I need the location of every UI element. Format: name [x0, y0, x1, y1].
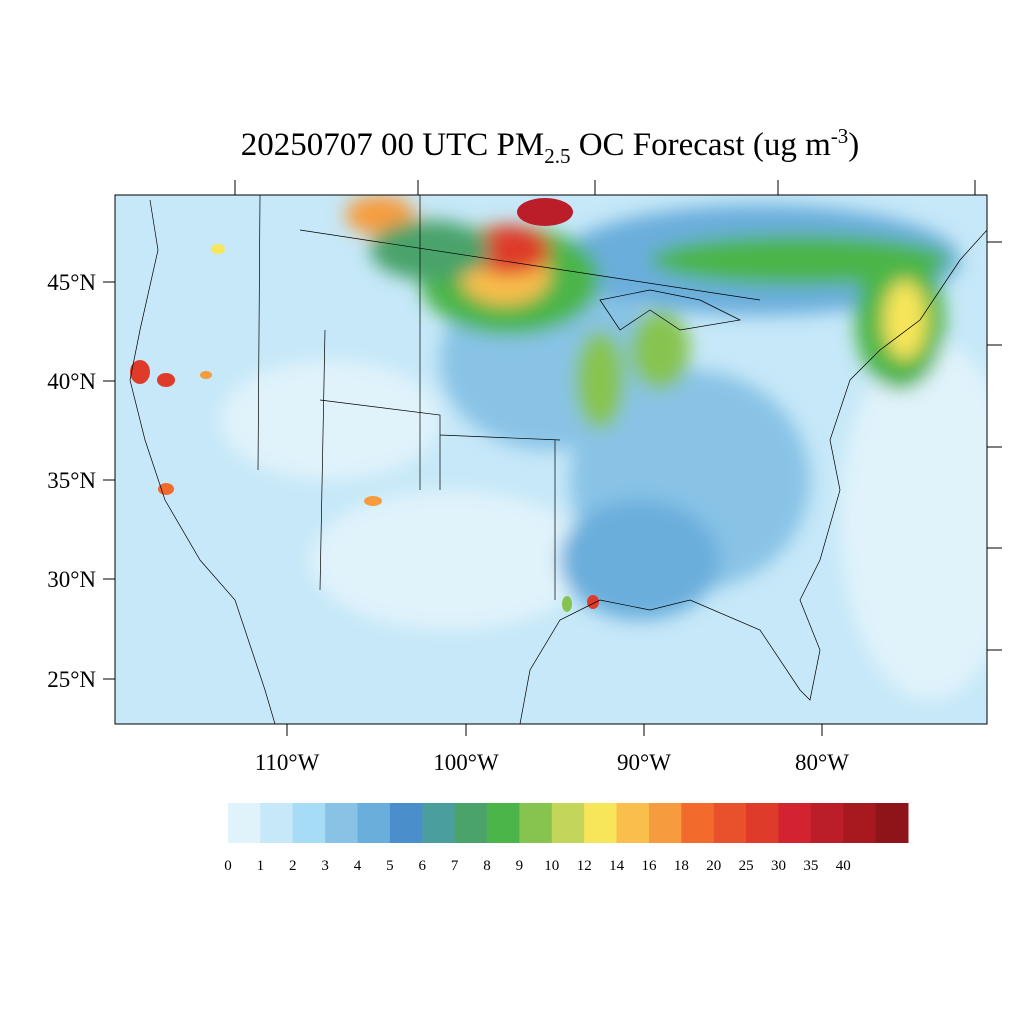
colorbar-swatch	[616, 803, 650, 843]
colorbar-label: 10	[544, 858, 559, 874]
title: 20250707 00 UTC PM2.5 OC Forecast (ug m-…	[241, 124, 860, 168]
title-rest: OC Forecast (ug m	[570, 127, 831, 163]
title-subscript: 2.5	[544, 144, 570, 168]
colorbar-swatch	[713, 803, 747, 843]
colorbar-label: 14	[609, 858, 625, 874]
colorbar-label: 18	[674, 858, 689, 874]
title-superscript: -3	[831, 124, 849, 148]
colorbar-swatch	[422, 803, 456, 843]
colorbar-swatch	[228, 803, 261, 843]
colorbar-swatch	[648, 803, 682, 843]
colorbar-label: 6	[419, 858, 427, 874]
colorbar-label: 1	[257, 858, 265, 874]
colorbar-swatch	[584, 803, 618, 843]
latitude-label: 45°N	[47, 270, 96, 295]
colorbar-swatch	[810, 803, 844, 843]
colorbar-swatch	[746, 803, 779, 843]
latitude-label: 30°N	[47, 567, 96, 592]
colorbar-label: 5	[386, 858, 394, 874]
colorbar-swatch	[389, 803, 423, 843]
colorbar-label: 3	[321, 858, 329, 874]
colorbar-swatch	[551, 803, 585, 843]
colorbar-label: 7	[451, 858, 459, 874]
map-field	[115, 195, 987, 724]
colorbar-swatch	[292, 803, 326, 843]
latitude-label: 40°N	[47, 369, 96, 394]
colorbar-label: 20	[706, 858, 721, 874]
colorbar-swatch	[454, 803, 488, 843]
latitude-label: 25°N	[47, 667, 96, 692]
colorbar-label: 8	[483, 858, 491, 874]
colorbar-swatch	[519, 803, 553, 843]
colorbar-label: 12	[577, 858, 592, 874]
colorbar-swatch	[875, 803, 909, 843]
longitude-label: 80°W	[795, 750, 849, 775]
latitude-label: 35°N	[47, 468, 96, 493]
colorbar-label: 35	[803, 858, 818, 874]
colorbar-swatch	[357, 803, 391, 843]
map-frame	[114, 194, 988, 725]
colorbar-swatch	[778, 803, 812, 843]
longitude-label: 100°W	[433, 750, 499, 775]
title-main: 20250707 00 UTC PM	[241, 127, 544, 163]
colorbar-label: 4	[354, 858, 362, 874]
colorbar-label: 16	[641, 858, 657, 874]
longitude-label: 110°W	[255, 750, 320, 775]
colorbar-label: 40	[836, 858, 851, 874]
colorbar-label: 9	[516, 858, 524, 874]
colorbar-label: 25	[739, 858, 754, 874]
colorbar-swatch	[325, 803, 359, 843]
colorbar-label: 2	[289, 858, 297, 874]
colorbar-label: 30	[771, 858, 786, 874]
colorbar-swatch	[843, 803, 877, 843]
title-close: )	[848, 127, 859, 163]
longitude-label: 90°W	[617, 750, 671, 775]
colorbar-swatch	[260, 803, 294, 843]
colorbar-label: 0	[224, 858, 232, 874]
colorbar-swatch	[681, 803, 715, 843]
colorbar-swatch	[487, 803, 520, 843]
map-ticks	[103, 180, 1002, 736]
